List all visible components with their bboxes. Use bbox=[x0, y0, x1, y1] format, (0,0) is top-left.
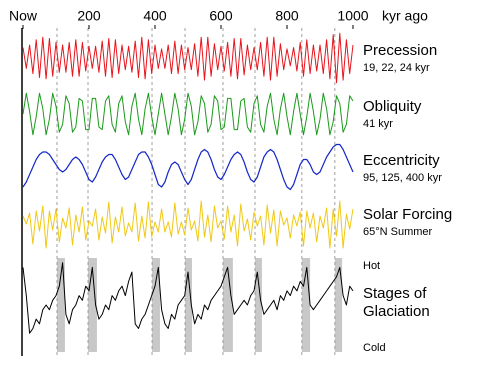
top-label: Hot bbox=[363, 260, 381, 272]
interglacial-band bbox=[334, 258, 343, 352]
series-line bbox=[22, 262, 354, 334]
x-tick-label: 1000 bbox=[337, 8, 368, 24]
interglacial-band bbox=[254, 258, 262, 352]
series-name: Stages of Glaciation bbox=[363, 285, 430, 320]
series-name: Eccentricity bbox=[363, 152, 440, 169]
x-tick-label: 200 bbox=[77, 8, 101, 24]
x-tick-label: 800 bbox=[275, 8, 299, 24]
interglacial-band bbox=[185, 258, 192, 352]
interglacial-band bbox=[56, 258, 65, 352]
series-subtitle: 41 kyr bbox=[363, 118, 393, 130]
series-subtitle: 65°N Summer bbox=[363, 226, 433, 238]
series-name: Obliquity bbox=[363, 98, 422, 115]
series-name: Solar Forcing bbox=[363, 206, 453, 223]
series-subtitle: 95, 125, 400 kyr bbox=[363, 172, 442, 184]
interglacial-band bbox=[88, 258, 97, 352]
interglacial-band bbox=[152, 258, 160, 352]
x-axis-label: kyr ago bbox=[382, 8, 428, 24]
bottom-label: Cold bbox=[363, 342, 386, 354]
x-tick-label: 600 bbox=[209, 8, 233, 24]
x-tick-label: 400 bbox=[143, 8, 167, 24]
series-line bbox=[22, 143, 354, 191]
interglacial-band bbox=[301, 258, 311, 352]
series-line bbox=[22, 32, 354, 84]
series-line bbox=[22, 200, 354, 249]
series-line bbox=[22, 92, 354, 136]
series-subtitle: 19, 22, 24 kyr bbox=[363, 62, 430, 74]
series-name: Precession bbox=[363, 42, 438, 59]
interglacial-band bbox=[222, 258, 233, 352]
x-tick-label: Now bbox=[9, 8, 38, 24]
